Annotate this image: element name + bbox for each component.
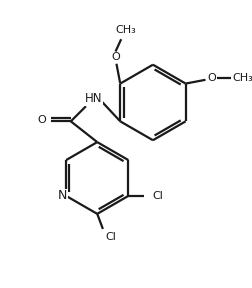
Text: Cl: Cl bbox=[105, 232, 116, 242]
Text: O: O bbox=[111, 52, 120, 62]
Text: O: O bbox=[208, 73, 216, 83]
Text: N: N bbox=[58, 190, 67, 202]
Text: Cl: Cl bbox=[152, 191, 163, 201]
Text: O: O bbox=[37, 115, 46, 125]
Text: HN: HN bbox=[85, 92, 102, 105]
Text: CH₃: CH₃ bbox=[115, 25, 136, 35]
Text: CH₃: CH₃ bbox=[233, 73, 252, 83]
